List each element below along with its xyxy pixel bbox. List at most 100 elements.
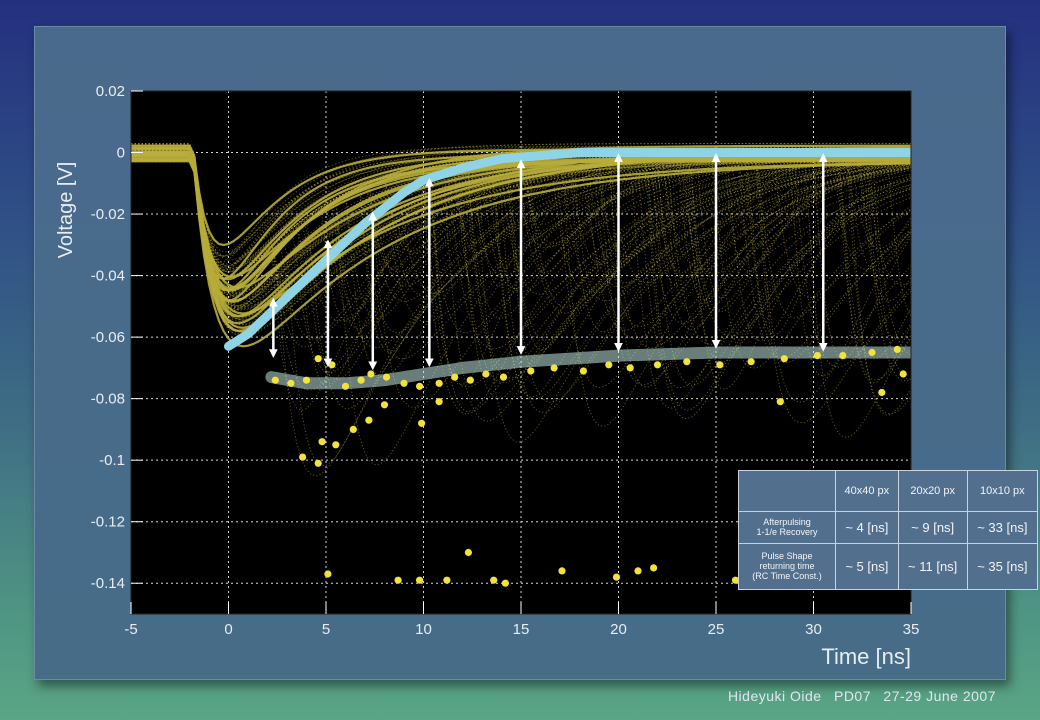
afterpulse-peak-dot <box>482 370 490 378</box>
trace-line <box>131 143 911 271</box>
row-label-afterpulsing: Afterpulsing 1-1/e Recovery <box>738 511 836 544</box>
table-header-row: 40x40 px 20x20 px 10x10 px <box>738 470 1039 512</box>
row-label-pulse-shape: Pulse Shape returning time (RC Time Cons… <box>738 542 836 590</box>
afterpulse-peak-dot <box>357 376 365 384</box>
table-row: Afterpulsing 1-1/e Recovery ~ 4 [ns] ~ 9… <box>738 511 1039 544</box>
afterpulse-peak-dot <box>314 459 322 467</box>
row-label-line: Afterpulsing <box>763 517 811 528</box>
afterpulse-peak-dot <box>464 548 472 557</box>
footer-author: Hideyuki Oide <box>727 688 822 704</box>
x-axis-label: Time [ns] <box>821 644 911 669</box>
trace-line <box>131 152 911 413</box>
afterpulse-peak-dot <box>653 361 662 369</box>
trace-line <box>131 145 911 268</box>
y-tick-label: -0.14 <box>91 575 125 592</box>
y-tick-label: -0.1 <box>99 452 125 469</box>
trace-line <box>131 152 911 323</box>
column-header-40x40: 40x40 px <box>835 470 899 512</box>
trace-line <box>131 149 911 270</box>
afterpulse-peak-dot <box>490 576 498 584</box>
x-tick-label: 5 <box>322 621 330 638</box>
afterpulse-peak-dot <box>716 361 724 369</box>
afterpulse-peak-dot <box>893 345 901 353</box>
axis-ticks: -5 0 5 10 15 20 25 30 35 0.02 0 -0.02 -0.04 -0.06 -0.0… <box>91 83 920 638</box>
afterpulse-peak-dot <box>650 564 658 572</box>
afterpulse-peak-dot <box>839 352 847 360</box>
trace-line <box>131 152 911 398</box>
afterpulse-peak-dot <box>558 567 566 575</box>
y-axis-label: Voltage [V] <box>55 162 77 259</box>
trace-line <box>131 143 911 322</box>
afterpulse-peak-dot <box>579 367 588 375</box>
trace-line <box>131 147 911 310</box>
afterpulse-peak-dot <box>394 576 402 584</box>
y-tick-label: -0.06 <box>91 329 125 346</box>
afterpulse-peak-dot <box>550 364 558 372</box>
afterpulse-peak-dot <box>271 376 279 384</box>
y-tick-label: 0 <box>117 145 125 162</box>
afterpulse-peak-dot <box>499 373 508 381</box>
afterpulse-peak-dot <box>302 376 311 384</box>
row-label-line: returning time <box>759 561 815 572</box>
trace-line <box>131 152 911 294</box>
table-cell: ~ 33 [ns] <box>966 511 1039 544</box>
recovery-curve-line <box>224 148 911 351</box>
afterpulse-peak-dot <box>367 370 375 378</box>
afterpulse-peak-dot <box>365 416 373 424</box>
footer-event: PD07 <box>833 688 872 704</box>
row-label-line: Pulse Shape <box>761 551 813 562</box>
afterpulse-peak-dot <box>287 379 295 387</box>
column-header-10x10: 10x10 px <box>966 470 1039 512</box>
afterpulse-peak-dot <box>349 425 357 433</box>
y-tick-label: -0.02 <box>91 206 125 223</box>
afterpulse-peak-dot <box>878 388 886 397</box>
trace-line <box>131 158 911 312</box>
y-tick-label: -0.08 <box>91 391 125 408</box>
table-cell: ~ 5 [ns] <box>835 542 899 590</box>
x-tick-label: 25 <box>708 621 725 638</box>
afterpulse-peak-dot <box>299 453 307 461</box>
y-tick-label: -0.12 <box>91 514 125 531</box>
afterpulse-peak-dot <box>435 379 443 387</box>
trace-line <box>131 160 911 297</box>
afterpulse-peak-dot <box>451 373 459 381</box>
afterpulse-peak-dot <box>747 358 755 366</box>
x-tick-label: 15 <box>513 621 530 638</box>
afterpulse-peak-dot <box>416 382 424 390</box>
afterpulse-peak-dot <box>683 358 691 366</box>
afterpulse-peak-dot <box>382 373 391 381</box>
afterpulse-peak-dot <box>813 352 822 360</box>
afterpulse-peak-dot <box>605 361 613 369</box>
trace-line <box>131 143 911 257</box>
trace-line <box>131 152 911 400</box>
afterpulse-peak-dot <box>776 398 784 406</box>
trace-line <box>131 148 911 257</box>
slide-footer: Hideyuki Oide PD07 27-29 June 2007 <box>728 688 1004 704</box>
trace-line <box>131 152 911 409</box>
afterpulse-peak-dot <box>868 348 876 357</box>
x-tick-label: 20 <box>610 621 627 638</box>
afterpulse-peak-dot <box>443 576 451 584</box>
trace-line <box>131 160 911 273</box>
afterpulse-peak-dot <box>612 573 621 581</box>
afterpulse-peak-dot <box>501 579 509 587</box>
afterpulse-peak-dot <box>341 382 350 390</box>
trace-line <box>131 152 911 271</box>
afterpulse-peak-dot <box>324 570 332 578</box>
y-tick-label: 0.02 <box>96 83 125 100</box>
trace-line <box>131 144 911 292</box>
trace-line <box>131 159 911 297</box>
afterpulse-peak-dot <box>780 355 788 363</box>
table-cell: ~ 9 [ns] <box>897 511 968 544</box>
trace-line <box>131 146 911 269</box>
trace-line <box>131 151 911 311</box>
afterpulse-peak-dot <box>626 364 634 372</box>
afterpulse-peak-dot <box>527 367 535 375</box>
afterpulse-peak-dot <box>400 379 408 387</box>
y-tick-label: -0.04 <box>91 268 125 285</box>
afterpulse-peak-dot <box>435 398 443 406</box>
trace-line <box>131 146 911 267</box>
x-tick-label: 30 <box>805 621 822 638</box>
trace-line <box>131 152 911 422</box>
